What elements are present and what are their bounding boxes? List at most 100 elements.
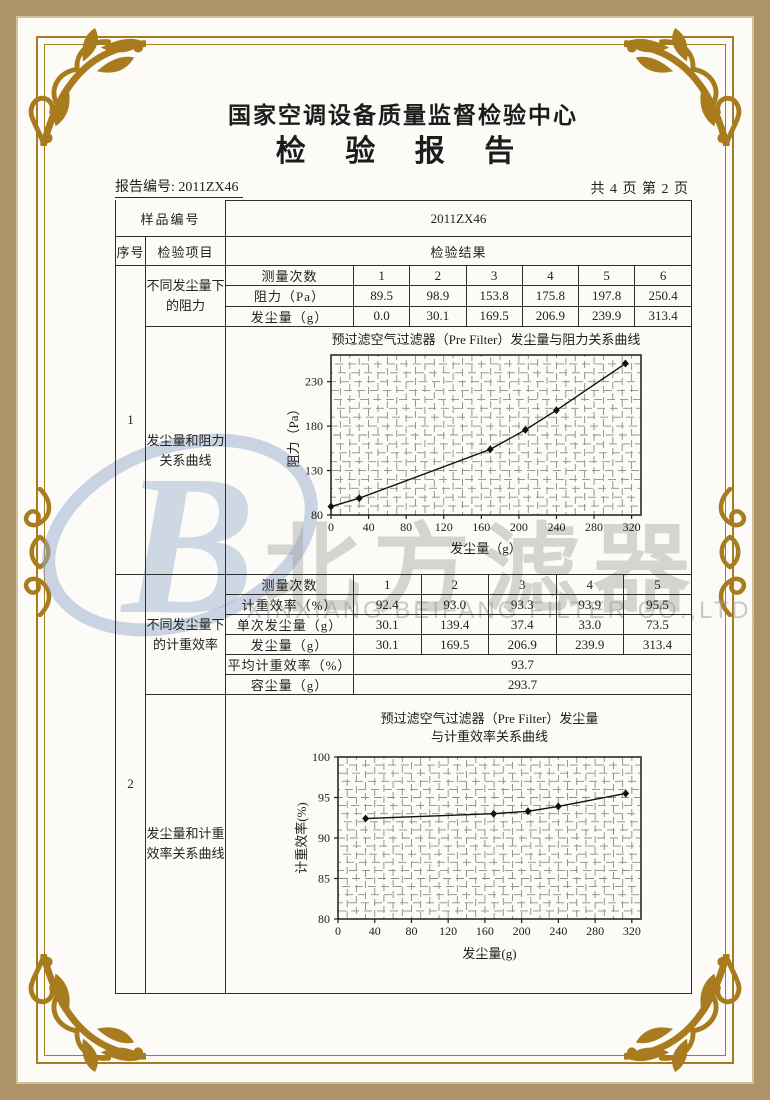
table-cell: 37.4 (488, 614, 557, 635)
row-label: 测量次数 (226, 575, 355, 595)
table-cell: 206.9 (488, 634, 557, 655)
row-label: 发尘量（g） (226, 305, 355, 326)
table-cell: 1 (353, 575, 422, 595)
svg-text:阻力（Pa）: 阻力（Pa） (286, 402, 301, 467)
row-label: 测量次数 (226, 266, 355, 287)
svg-text:80: 80 (405, 924, 417, 938)
column-header-result: 检验结果 (225, 236, 693, 266)
svg-text:0: 0 (328, 520, 334, 534)
svg-text:280: 280 (585, 520, 603, 534)
side-scroll-icon (22, 487, 58, 617)
report-content: 国家空调设备质量监督检验中心 检 验 报 告 报告编号: 2011ZX46 共 … (114, 100, 693, 994)
svg-text:预过滤空气过滤器（Pre Filter）发尘量与阻力关系曲线: 预过滤空气过滤器（Pre Filter）发尘量与阻力关系曲线 (332, 332, 641, 347)
table-cell: 4 (555, 575, 625, 595)
svg-text:320: 320 (623, 520, 641, 534)
efficiency-chart: 0 40 80 120 160 200 240 280 320 80 85 90 95 100 预过滤空气过… (294, 711, 642, 961)
svg-text:200: 200 (510, 520, 528, 534)
table-cell: 6 (634, 266, 692, 287)
side-scroll-icon (712, 487, 748, 617)
svg-text:100: 100 (312, 750, 330, 764)
row-label: 计重效率（%） (226, 594, 355, 615)
svg-text:160: 160 (476, 924, 494, 938)
svg-text:90: 90 (318, 831, 330, 845)
seq-cell: 1 (115, 265, 146, 575)
row-label: 容尘量（g） (226, 674, 355, 694)
table-cell: 5 (578, 266, 636, 287)
table-cell: 33.0 (555, 614, 625, 635)
svg-text:120: 120 (435, 520, 453, 534)
svg-text:80: 80 (400, 520, 412, 534)
table-cell: 1 (353, 266, 411, 287)
table-cell: 92.4 (353, 594, 422, 615)
table-cell: 250.4 (634, 285, 692, 307)
table-cell: 4 (521, 266, 580, 287)
efficiency-subtable: 测量次数 1 2 3 4 5 计重效率（%） 92.4 93.0 93.3 93.9 95.5 单次发尘… (226, 575, 692, 694)
table-cell: 169.5 (465, 305, 523, 326)
page-count: 共 4 页 第 2 页 (590, 182, 689, 197)
table-cell: 206.9 (521, 305, 580, 326)
resistance-chart: 0 40 80 120 160 200 240 280 320 80 130 180 230 预过滤空气过… (286, 332, 642, 556)
item-label: 发尘量和计重效率关系曲线 (144, 694, 227, 994)
table-cell: 0.0 (353, 305, 411, 326)
inspection-table: 样品编号 2011ZX46 序号 检验项目 检验结果 1 不同发尘量下的阻力 测… (114, 200, 693, 994)
svg-text:计重效率(%): 计重效率(%) (294, 802, 309, 874)
item-label: 不同发尘量下的计重效率 (144, 574, 227, 695)
resistance-table-cell: 测量次数 1 2 3 4 5 6 阻力（Pa） 89.5 98.9 153.8 175.8 197.8 2… (225, 265, 693, 327)
table-cell: 5 (623, 575, 692, 595)
svg-text:240: 240 (549, 924, 567, 938)
resistance-subtable: 测量次数 1 2 3 4 5 6 阻力（Pa） 89.5 98.9 153.8 175.8 197.8 2… (226, 266, 692, 326)
svg-text:320: 320 (623, 924, 641, 938)
svg-text:120: 120 (439, 924, 457, 938)
table-cell: 139.4 (420, 614, 490, 635)
table-cell: 239.9 (555, 634, 625, 655)
table-cell: 93.3 (488, 594, 557, 615)
table-cell: 93.9 (555, 594, 625, 615)
svg-text:160: 160 (472, 520, 490, 534)
item-label: 不同发尘量下的阻力 (144, 265, 227, 327)
svg-text:40: 40 (363, 520, 375, 534)
svg-text:80: 80 (318, 912, 330, 926)
table-cell: 93.7 (353, 654, 692, 675)
svg-text:240: 240 (547, 520, 565, 534)
table-cell: 30.1 (409, 305, 467, 326)
row-label: 单次发尘量（g） (226, 614, 355, 635)
row-label: 阻力（Pa） (226, 285, 355, 307)
svg-text:与计重效率关系曲线: 与计重效率关系曲线 (431, 729, 548, 744)
efficiency-table-cell: 测量次数 1 2 3 4 5 计重效率（%） 92.4 93.0 93.3 93.9 95.5 单次发尘… (225, 574, 693, 695)
row-label: 平均计重效率（%） (226, 654, 355, 675)
svg-text:180: 180 (305, 419, 323, 433)
item-label: 发尘量和阻力关系曲线 (144, 326, 227, 575)
table-cell: 197.8 (578, 285, 636, 307)
svg-text:40: 40 (369, 924, 381, 938)
page-title: 检 验 报 告 (275, 135, 531, 168)
table-cell: 175.8 (521, 285, 580, 307)
row-label: 发尘量（g） (226, 634, 355, 655)
table-cell: 3 (465, 266, 523, 287)
table-cell: 30.1 (353, 614, 422, 635)
svg-text:0: 0 (335, 924, 341, 938)
sample-number-value: 2011ZX46 (225, 200, 693, 237)
table-cell: 169.5 (420, 634, 490, 655)
report-number-label: 报告编号: (115, 180, 175, 195)
seq-cell: 2 (115, 574, 146, 994)
sample-number-label: 样品编号 (114, 200, 227, 237)
svg-text:200: 200 (513, 924, 531, 938)
report-meta: 报告编号: 2011ZX46 共 4 页 第 2 页 (115, 178, 691, 198)
resistance-chart-cell: 0 40 80 120 160 200 240 280 320 80 130 180 230 预过滤空气过… (225, 326, 693, 575)
svg-text:130: 130 (305, 464, 323, 478)
table-cell: 153.8 (465, 285, 523, 307)
table-cell: 30.1 (353, 634, 422, 655)
table-cell: 2 (420, 575, 490, 595)
svg-text:230: 230 (305, 375, 323, 389)
svg-text:85: 85 (318, 872, 330, 886)
svg-text:280: 280 (586, 924, 604, 938)
efficiency-chart-cell: 0 40 80 120 160 200 240 280 320 80 85 90 95 100 预过滤空气过… (225, 694, 693, 994)
svg-text:发尘量(g): 发尘量(g) (462, 946, 516, 961)
table-cell: 2 (409, 266, 467, 287)
table-cell: 313.4 (634, 305, 692, 326)
svg-text:发尘量（g）: 发尘量（g） (450, 541, 522, 556)
table-cell: 98.9 (409, 285, 467, 307)
organization-title: 国家空调设备质量监督检验中心 (228, 103, 578, 128)
svg-text:95: 95 (318, 791, 330, 805)
table-cell: 73.5 (623, 614, 692, 635)
